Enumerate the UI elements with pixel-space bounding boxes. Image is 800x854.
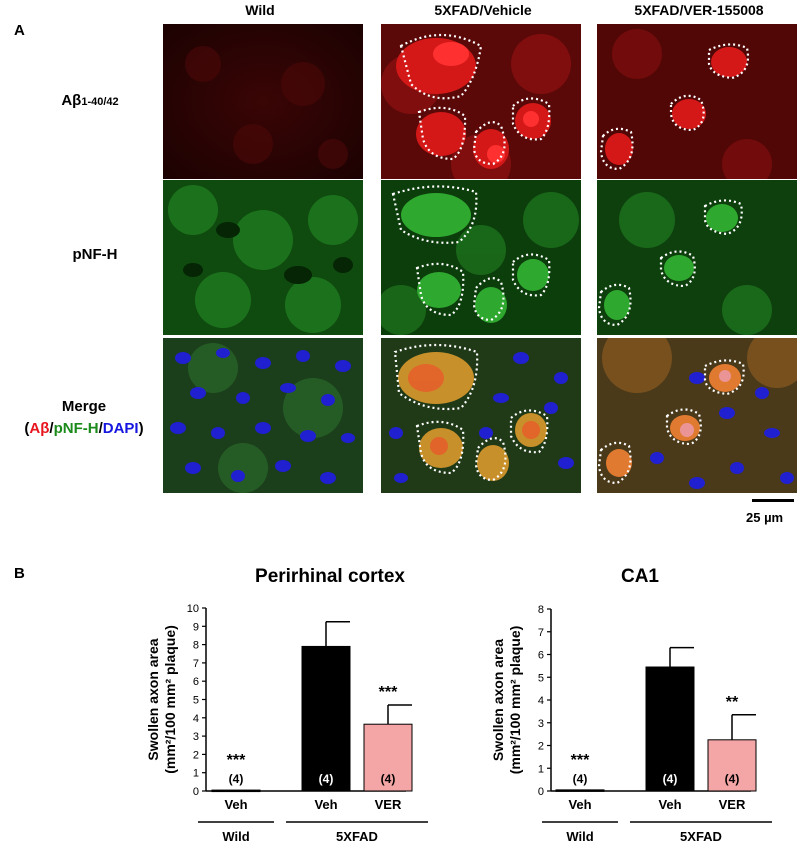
chart-1-ylabel-1: Swollen axon area — [145, 638, 161, 760]
panel-b-letter: B — [14, 565, 25, 582]
chart-2-ytick-label-7: 7 — [538, 627, 544, 639]
chart-1-n-label-0: (4) — [229, 772, 244, 786]
chart-2-title: CA1 — [620, 566, 659, 587]
merge-slash-2: / — [98, 420, 103, 437]
chart-perirhinal: Swollen axon area (mm²/100 mm² plaque) 0 1 2… — [145, 603, 428, 844]
chart-2-ytick-label-0: 0 — [538, 786, 544, 798]
chart-1-ytick-label-6: 6 — [193, 676, 199, 688]
chart-2-bar-1 — [645, 666, 695, 792]
chart-1-bar-2 — [363, 723, 413, 792]
chart-1-category-0: Veh — [224, 797, 247, 812]
chart-2-n-label-2: (4) — [725, 772, 740, 786]
chart-1-ytick-label-0: 0 — [193, 786, 199, 798]
chart-2-category-2: VER — [719, 797, 746, 812]
chart-1-ytick-label-5: 5 — [193, 695, 199, 707]
merge-paren-open: ( — [24, 420, 30, 437]
chart-2-sig-0: *** — [571, 752, 590, 769]
chart-1-n-label-1: (4) — [319, 772, 334, 786]
chart-2-ytick-label-5: 5 — [538, 672, 544, 684]
column-header-wild: Wild — [245, 2, 275, 18]
row-label-abeta: Aβ1-40/42 — [30, 92, 150, 109]
chart-ca1: Swollen axon area (mm²/100 mm² plaque) 0 1 2… — [490, 604, 772, 844]
micrograph-ver-merge — [597, 338, 797, 493]
micrograph-ver-pnfh — [597, 180, 797, 335]
scale-bar — [752, 499, 794, 502]
chart-2-ylabel-1: Swollen axon area — [490, 639, 506, 761]
chart-2-sig-2: ** — [726, 694, 739, 711]
column-header-ver: 5XFAD/VER-155008 — [634, 2, 764, 18]
chart-1-bar-1 — [301, 645, 351, 792]
merge-abeta: Aβ — [29, 420, 50, 437]
chart-2-bar-0 — [555, 789, 605, 792]
chart-1-ytick-label-9: 9 — [193, 621, 199, 633]
micrograph-vehicle-merge — [381, 338, 581, 493]
abeta-subscript: 1-40/42 — [81, 96, 119, 108]
chart-1-ylabel-2: (mm²/100 mm² plaque) — [162, 625, 178, 774]
chart-2-category-0: Veh — [568, 797, 591, 812]
chart-2-ytick-label-8: 8 — [538, 604, 544, 616]
chart-1-category-1: Veh — [314, 797, 337, 812]
chart-1-ytick-label-3: 3 — [193, 731, 199, 743]
chart-2-ylabel-2: (mm²/100 mm² plaque) — [507, 626, 523, 775]
chart-1-ytick-label-10: 10 — [187, 603, 199, 615]
row-label-merge: Merge (Aβ/pNF-H/DAPI) — [0, 396, 168, 440]
merge-paren-close: ) — [138, 420, 144, 437]
merge-dapi: DAPI — [102, 420, 139, 437]
merge-slash-1: / — [49, 420, 54, 437]
row-label-pnfh: pNF-H — [72, 246, 118, 263]
chart-2-ytick-label-6: 6 — [538, 650, 544, 662]
chart-2-ytick-label-3: 3 — [538, 718, 544, 730]
chart-2-n-label-1: (4) — [663, 772, 678, 786]
micrograph-wild-abeta — [163, 24, 363, 179]
merge-channels: (Aβ/pNF-H/DAPI) — [0, 418, 168, 440]
chart-1-category-2: VER — [375, 797, 402, 812]
chart-2-category-1: Veh — [658, 797, 681, 812]
column-header-vehicle: 5XFAD/Vehicle — [434, 2, 532, 18]
chart-1-ytick-label-1: 1 — [193, 768, 199, 780]
micrograph-vehicle-abeta — [381, 24, 581, 179]
chart-2-ytick-label-4: 4 — [538, 695, 544, 707]
chart-2-bar-2 — [707, 739, 757, 792]
chart-1-sig-0: *** — [227, 752, 246, 769]
chart-1-bar-0 — [211, 789, 261, 793]
scale-bar-label: 25 µm — [746, 510, 784, 525]
micrograph-wild-pnfh — [163, 180, 363, 335]
chart-1-n-label-2: (4) — [381, 772, 396, 786]
chart-2-n-label-0: (4) — [573, 772, 588, 786]
chart-2-ytick-label-2: 2 — [538, 741, 544, 753]
chart-1-sig-2: *** — [379, 684, 398, 701]
chart-1-ytick-label-2: 2 — [193, 749, 199, 761]
chart-1-ytick-label-7: 7 — [193, 658, 199, 670]
chart-1-group-label-0: Wild — [222, 829, 249, 844]
chart-2-group-label-0: Wild — [566, 829, 593, 844]
chart-1-ytick-label-8: 8 — [193, 640, 199, 652]
micrograph-vehicle-pnfh — [381, 180, 581, 335]
abeta-label: Aβ — [61, 92, 82, 109]
chart-1-group-label-1: 5XFAD — [336, 829, 378, 844]
chart-2-group-label-1: 5XFAD — [680, 829, 722, 844]
micrograph-ver-abeta — [597, 24, 797, 179]
chart-1-ytick-label-4: 4 — [193, 713, 199, 725]
panel-a-letter: A — [14, 22, 25, 39]
chart-2-ytick-label-1: 1 — [538, 763, 544, 775]
chart-1-title: Perirhinal cortex — [255, 566, 405, 587]
merge-pnfh: pNF-H — [53, 420, 99, 437]
micrograph-wild-merge — [163, 338, 363, 493]
merge-label: Merge — [61, 398, 107, 415]
